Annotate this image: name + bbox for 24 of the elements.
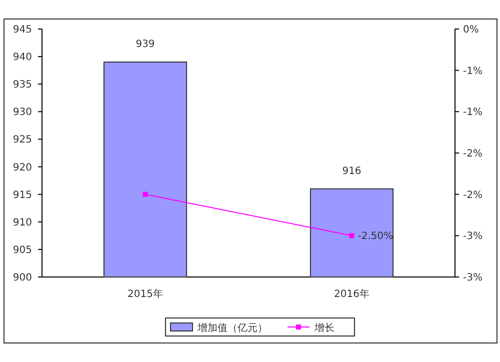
y2-tick-label: -3% [463, 231, 482, 242]
y-tick-label: 930 [12, 107, 32, 118]
legend-label: 增加值（亿元） [196, 322, 268, 334]
y2-tick-label: -2% [463, 148, 482, 160]
y2-tick-label: -1% [463, 66, 482, 77]
data-label: 916 [342, 166, 362, 177]
y-tick-label: 940 [12, 52, 32, 64]
x-tick-label: 2016年 [334, 288, 370, 300]
y-tick-label: 905 [12, 244, 32, 256]
y-tick-label: 900 [12, 272, 32, 284]
data-label: -2.50% [358, 231, 394, 242]
y2-tick-label: -3% [463, 272, 482, 284]
y-tick-label: 915 [12, 190, 32, 201]
data-label: 939 [136, 39, 155, 50]
y2-tick-label: -2% [463, 190, 482, 201]
y-tick-label: 920 [12, 162, 32, 174]
y2-tick-label: -1% [463, 107, 482, 118]
y-tick-label: 925 [12, 134, 32, 146]
x-tick-label: 2015年 [128, 288, 163, 300]
y-tick-label: 935 [12, 80, 32, 91]
y2-tick-label: 0% [463, 24, 479, 36]
legend-label: 增长 [314, 322, 334, 334]
y-tick-label: 910 [12, 217, 32, 228]
y-tick-label: 945 [12, 24, 32, 36]
